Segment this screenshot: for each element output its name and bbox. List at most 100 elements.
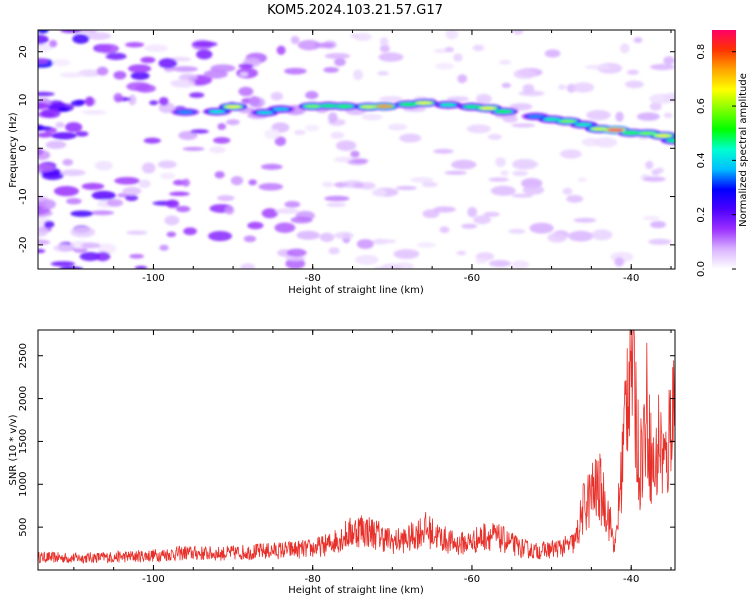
heatmap-noise-blob bbox=[614, 257, 625, 267]
heatmap-ridge-cell bbox=[666, 139, 675, 142]
heatmap-noise-blob bbox=[238, 86, 254, 97]
heatmap-noise-blob bbox=[512, 170, 529, 176]
heatmap-noise-blob bbox=[77, 30, 98, 34]
top-xlabel: Height of straight line (km) bbox=[288, 285, 424, 296]
heatmap-ridge-cell bbox=[336, 104, 354, 108]
heatmap-ridge-cell bbox=[304, 104, 322, 108]
heatmap-noise-blob bbox=[38, 125, 53, 131]
heatmap-noise-blob bbox=[50, 261, 75, 267]
heatmap-noise-blob bbox=[513, 69, 537, 79]
heatmap-noise-blob bbox=[113, 70, 127, 80]
x-tick-label: -80 bbox=[305, 574, 321, 585]
heatmap-noise-blob bbox=[286, 248, 307, 257]
heatmap-noise-blob bbox=[305, 91, 319, 100]
colorbar-axis: 0.0 0.2 0.4 0.6 0.8 bbox=[696, 44, 736, 277]
heatmap-noise-blob bbox=[453, 53, 463, 62]
bottom-plot-frame bbox=[37, 329, 676, 571]
heatmap-noise-blob bbox=[285, 258, 306, 269]
heatmap-noise-blob bbox=[86, 32, 112, 40]
heatmap-noise-blob bbox=[328, 112, 338, 123]
heatmap-noise-blob bbox=[114, 176, 140, 185]
heatmap-noise-blob bbox=[488, 177, 510, 182]
chart-title: KOM5.2024.103.21.57.G17 bbox=[267, 3, 443, 18]
heatmap-noise-blob bbox=[75, 131, 89, 137]
heatmap-noise-blob bbox=[52, 58, 71, 67]
heatmap-noise-blob bbox=[290, 216, 313, 224]
heatmap-noise-blob bbox=[335, 181, 347, 188]
x-tick-label: -40 bbox=[623, 273, 639, 284]
heatmap-noise-blob bbox=[149, 100, 159, 106]
heatmap-noise-blob bbox=[615, 111, 624, 122]
heatmap-noise-blob bbox=[444, 46, 455, 53]
heatmap-noise-blob bbox=[529, 222, 554, 234]
heatmap-noise-blob bbox=[106, 198, 124, 207]
heatmap-noise-blob bbox=[178, 130, 198, 141]
heatmap-noise-blob bbox=[625, 80, 644, 89]
bottom-axes: -100 -80 -60 -40 500 1000 1500 2000 2500 bbox=[18, 330, 675, 585]
heatmap-ridge-cell bbox=[359, 105, 377, 109]
heatmap-noise-blob bbox=[361, 114, 383, 121]
heatmap-noise-blob bbox=[274, 136, 287, 147]
heatmap-noise-blob bbox=[128, 64, 152, 73]
heatmap-noise-blob bbox=[105, 52, 127, 61]
heatmap-noise-blob bbox=[323, 67, 339, 73]
heatmap-noise-blob bbox=[495, 157, 506, 167]
heatmap-noise-blob bbox=[192, 41, 218, 48]
heatmap-ridge-cell bbox=[622, 131, 640, 135]
heatmap-noise-blob bbox=[352, 182, 364, 189]
x-tick-label: -60 bbox=[464, 574, 480, 585]
heatmap-noise-blob bbox=[275, 208, 299, 214]
heatmap-ridge-cell bbox=[590, 127, 608, 131]
heatmap-noise-blob bbox=[239, 71, 249, 77]
heatmap-noise-blob bbox=[372, 238, 388, 245]
heatmap-ridge-cell bbox=[320, 104, 338, 108]
heatmap-noise-blob bbox=[513, 160, 539, 168]
heatmap-noise-blob bbox=[190, 129, 209, 134]
heatmap-noise-blob bbox=[461, 223, 478, 229]
heatmap-noise-blob bbox=[73, 247, 88, 253]
colorbar-tick-label: 0.0 bbox=[696, 261, 707, 277]
colorbar bbox=[712, 30, 736, 269]
heatmap-noise-blob bbox=[70, 100, 85, 107]
heatmap-noise-blob bbox=[183, 227, 197, 236]
y-tick-label: -20 bbox=[18, 237, 29, 253]
x-tick-label: -100 bbox=[142, 574, 165, 585]
heatmap-noise-blob bbox=[66, 198, 82, 205]
heatmap-noise-blob bbox=[379, 37, 389, 47]
heatmap-noise-blob bbox=[636, 112, 660, 121]
heatmap-noise-blob bbox=[324, 195, 350, 202]
heatmap-noise-blob bbox=[378, 52, 404, 62]
heatmap-noise-blob bbox=[248, 95, 260, 107]
heatmap-noise-blob bbox=[475, 93, 492, 105]
heatmap-noise-blob bbox=[586, 109, 611, 121]
heatmap-noise-blob bbox=[284, 200, 301, 208]
heatmap-noise-blob bbox=[38, 227, 49, 237]
x-tick-label: -100 bbox=[142, 273, 165, 284]
heatmap-noise-blob bbox=[472, 44, 485, 52]
heatmap-ridge-cell bbox=[606, 128, 624, 132]
y-tick-label: 0 bbox=[18, 145, 29, 151]
heatmap-noise-blob bbox=[214, 171, 225, 179]
heatmap-noise-blob bbox=[473, 215, 491, 225]
heatmap-noise-blob bbox=[633, 37, 643, 44]
heatmap-noise-blob bbox=[96, 43, 120, 54]
heatmap-noise-blob bbox=[522, 83, 535, 94]
y-tick-label: 1000 bbox=[18, 472, 29, 497]
heatmap-noise-blob bbox=[274, 222, 296, 233]
heatmap-noise-blob bbox=[264, 128, 281, 140]
heatmap-ridge-cell bbox=[654, 134, 672, 138]
colorbar-tick-label: 0.6 bbox=[696, 98, 707, 114]
heatmap-noise-blob bbox=[650, 63, 675, 71]
heatmap-noise-blob bbox=[326, 202, 347, 208]
heatmap-noise-blob bbox=[130, 71, 150, 80]
heatmap-noise-blob bbox=[435, 62, 454, 70]
heatmap-noise-blob bbox=[178, 73, 198, 81]
heatmap-noise-blob bbox=[38, 248, 46, 254]
heatmap-noise-blob bbox=[143, 137, 161, 144]
heatmap-noise-blob bbox=[159, 244, 169, 251]
heatmap-noise-blob bbox=[38, 239, 51, 246]
heatmap-noise-blob bbox=[181, 178, 190, 187]
heatmap-noise-blob bbox=[559, 149, 582, 159]
heatmap-noise-blob bbox=[322, 181, 334, 188]
heatmap-noise-blob bbox=[511, 193, 534, 198]
